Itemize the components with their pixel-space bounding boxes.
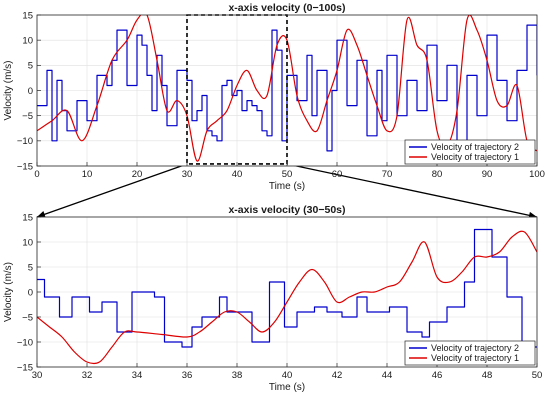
- zoom-arrow-line: [286, 163, 538, 218]
- x-tick-label: 50: [282, 169, 293, 180]
- y-tick-label: −15: [17, 362, 33, 373]
- x-tick-label: 34: [132, 370, 143, 381]
- chart-title: x-axis velocity (30−50s): [228, 204, 345, 216]
- series-group: [37, 15, 537, 162]
- y-tick-label: 15: [22, 10, 33, 21]
- x-tick-label: 30: [32, 370, 43, 381]
- legend-label: Velocity of trajectory 1: [431, 353, 519, 363]
- x-tick-label: 70: [382, 169, 393, 180]
- y-tick-label: 10: [22, 35, 33, 46]
- zoom-arrow-head: [37, 211, 46, 218]
- x-tick-label: 36: [182, 370, 193, 381]
- legend-box: [404, 139, 536, 165]
- y-tick-label: 5: [28, 61, 33, 72]
- x-tick-label: 60: [332, 169, 343, 180]
- x-tick-label: 90: [482, 169, 493, 180]
- x-tick-label: 46: [432, 370, 443, 381]
- y-tick-label: 5: [28, 262, 33, 273]
- y-tick-label: −10: [17, 337, 33, 348]
- x-tick-label: 42: [332, 370, 343, 381]
- legend-label: Velocity of trajectory 2: [431, 343, 519, 353]
- x-tick-label: 40: [232, 169, 243, 180]
- series-line-1: [37, 24, 537, 152]
- x-tick-label: 32: [82, 370, 93, 381]
- y-tick-label: 0: [28, 86, 33, 97]
- y-tick-label: −10: [17, 136, 33, 147]
- x-axis-label: Time (s): [269, 181, 305, 192]
- series-line-1: [37, 228, 537, 348]
- legend-label: Velocity of trajectory 1: [431, 152, 519, 162]
- y-tick-label: 10: [22, 237, 33, 248]
- x-tick-label: 0: [34, 169, 39, 180]
- x-tick-label: 10: [82, 169, 93, 180]
- x-axis-label: Time (s): [269, 382, 305, 393]
- y-tick-label: 15: [22, 212, 33, 223]
- zoom-chart: 30 32 34 36 38 40 42 44 46 48 50 −15 −10 −5 0 5 10 15 x-ax…: [3, 204, 542, 393]
- x-tick-label: 80: [432, 169, 443, 180]
- y-tick-label: 0: [28, 287, 33, 298]
- overview-chart: 0 10 20 30 40 50 60 70 80 90 100 −15 −10 −5 0 5 10 15 x-ax…: [3, 2, 545, 192]
- series-group: [37, 228, 537, 365]
- ticks: 0 10 20 30 40 50 60 70 80 90 100 −15 −10 −5 0 5 10 15: [17, 10, 545, 180]
- x-tick-label: 40: [282, 370, 293, 381]
- x-tick-label: 38: [232, 370, 243, 381]
- y-axis-label: Velocity (m/s): [3, 60, 14, 120]
- x-tick-label: 50: [532, 370, 543, 381]
- legend-label: Velocity of trajectory 2: [431, 142, 519, 152]
- y-axis-label: Velocity (m/s): [3, 262, 14, 322]
- x-tick-label: 100: [529, 169, 545, 180]
- legend-box: [404, 340, 536, 366]
- series-line-2: [37, 230, 537, 365]
- y-tick-label: −5: [22, 111, 33, 122]
- chart-title: x-axis velocity (0−100s): [228, 2, 345, 14]
- y-tick-label: −5: [22, 312, 33, 323]
- y-tick-label: −15: [17, 161, 33, 172]
- series-line-2: [37, 15, 537, 162]
- zoom-arrow-line: [36, 163, 188, 218]
- x-tick-label: 20: [132, 169, 143, 180]
- ticks: 30 32 34 36 38 40 42 44 46 48 50 −15 −10 −5 0 5 10 15: [17, 212, 542, 381]
- x-tick-label: 30: [182, 169, 193, 180]
- x-tick-label: 44: [382, 370, 393, 381]
- x-tick-label: 48: [482, 370, 493, 381]
